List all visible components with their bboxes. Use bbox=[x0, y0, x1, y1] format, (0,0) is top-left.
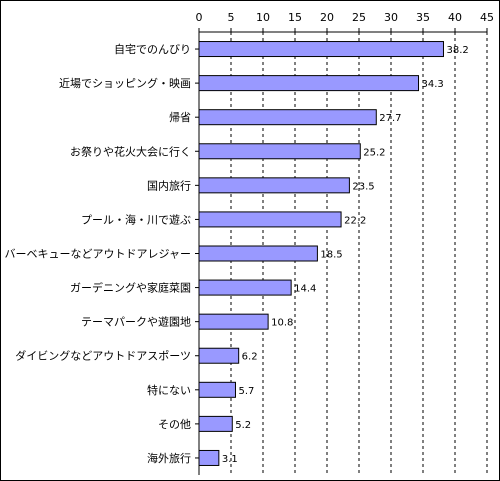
bar bbox=[198, 75, 420, 92]
x-tick-label: 10 bbox=[256, 11, 270, 24]
value-label: 6.2 bbox=[242, 352, 258, 363]
value-label: 10.8 bbox=[271, 318, 293, 329]
value-label: 5.7 bbox=[238, 386, 254, 397]
x-tick-label: 25 bbox=[352, 11, 366, 24]
value-label: 27.7 bbox=[379, 113, 401, 124]
x-tick-label: 20 bbox=[320, 11, 334, 24]
category-label: 近場でショッピング・映画 bbox=[59, 76, 191, 90]
bar bbox=[198, 313, 269, 330]
category-label: テーマパークや遊園地 bbox=[81, 315, 191, 329]
x-tick-label: 0 bbox=[196, 11, 203, 24]
value-label: 5.2 bbox=[235, 420, 251, 431]
category-label: プール・海・川で遊ぶ bbox=[81, 212, 191, 226]
category-label: バーベキューなどアウトドアレジャー bbox=[5, 248, 191, 261]
value-label: 22.2 bbox=[344, 215, 366, 226]
category-label: お祭りや花火大会に行く bbox=[70, 144, 191, 158]
x-tick-label: 35 bbox=[416, 11, 430, 24]
value-label: 3.1 bbox=[222, 454, 238, 465]
bar bbox=[198, 449, 220, 466]
category-label: 海外旅行 bbox=[147, 451, 191, 465]
bar bbox=[198, 381, 236, 398]
value-label: 14.4 bbox=[294, 284, 316, 295]
category-label: 自宅でのんびり bbox=[114, 42, 191, 56]
bar bbox=[198, 41, 444, 58]
bar bbox=[198, 415, 233, 432]
value-label: 34.3 bbox=[422, 79, 444, 90]
bar bbox=[198, 109, 377, 126]
category-label: ダイビングなどアウトドアスポーツ bbox=[15, 349, 191, 363]
x-tick-label: 30 bbox=[384, 11, 398, 24]
x-tick-label: 15 bbox=[288, 11, 302, 24]
bar bbox=[198, 143, 361, 160]
category-label: 帰省 bbox=[169, 111, 191, 124]
x-tick-label: 40 bbox=[448, 11, 462, 24]
category-label: その他 bbox=[158, 418, 191, 431]
value-label: 23.5 bbox=[352, 181, 374, 192]
value-label: 25.2 bbox=[363, 147, 385, 158]
x-tick-label: 5 bbox=[228, 11, 235, 24]
value-label: 18.5 bbox=[320, 250, 342, 261]
bar bbox=[198, 279, 292, 296]
bar bbox=[198, 245, 318, 262]
bar bbox=[198, 347, 240, 364]
value-label: 38.2 bbox=[446, 45, 468, 56]
x-tick-label: 45 bbox=[480, 11, 494, 24]
category-label: 特にない bbox=[147, 383, 191, 397]
category-label: ガーデニングや家庭菜園 bbox=[70, 281, 191, 295]
bar bbox=[198, 211, 342, 228]
bar bbox=[198, 177, 350, 194]
category-label: 国内旅行 bbox=[147, 178, 191, 192]
